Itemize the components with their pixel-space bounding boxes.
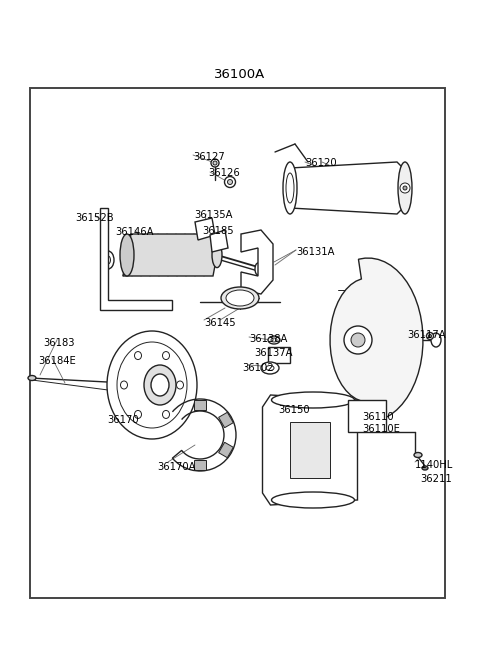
- Ellipse shape: [266, 365, 274, 371]
- Ellipse shape: [422, 466, 428, 470]
- Polygon shape: [263, 395, 358, 505]
- Ellipse shape: [398, 162, 412, 214]
- Ellipse shape: [272, 492, 355, 508]
- Text: 36145: 36145: [204, 318, 236, 328]
- Text: 36117A: 36117A: [407, 330, 445, 340]
- Ellipse shape: [427, 333, 433, 339]
- Polygon shape: [290, 422, 330, 478]
- Ellipse shape: [226, 290, 254, 306]
- Ellipse shape: [351, 333, 365, 347]
- Bar: [268, 347, 290, 363]
- Text: 36211: 36211: [420, 474, 452, 484]
- Ellipse shape: [107, 331, 197, 439]
- Text: 36183: 36183: [43, 338, 74, 348]
- Ellipse shape: [255, 263, 261, 275]
- Ellipse shape: [431, 333, 441, 347]
- Ellipse shape: [286, 173, 294, 203]
- Polygon shape: [194, 460, 206, 470]
- Ellipse shape: [268, 336, 280, 344]
- Bar: [348, 400, 386, 432]
- Polygon shape: [195, 218, 215, 240]
- Ellipse shape: [212, 242, 222, 268]
- Ellipse shape: [163, 411, 169, 419]
- Ellipse shape: [344, 326, 372, 354]
- Ellipse shape: [429, 335, 432, 337]
- Ellipse shape: [221, 287, 259, 309]
- Ellipse shape: [134, 411, 142, 419]
- Polygon shape: [194, 400, 206, 410]
- Text: 36170A: 36170A: [157, 462, 195, 472]
- Text: 36152B: 36152B: [75, 213, 114, 223]
- Ellipse shape: [283, 162, 297, 214]
- Text: 1140HL: 1140HL: [415, 460, 453, 470]
- Ellipse shape: [213, 161, 217, 165]
- Bar: [30, 88, 445, 598]
- Ellipse shape: [117, 342, 187, 428]
- Text: 36170: 36170: [107, 415, 139, 425]
- Text: 36110: 36110: [362, 412, 394, 422]
- Ellipse shape: [403, 186, 407, 190]
- Ellipse shape: [225, 176, 236, 187]
- Text: 36102: 36102: [242, 363, 274, 373]
- Text: 36135A: 36135A: [194, 210, 232, 220]
- Ellipse shape: [102, 251, 114, 269]
- Text: 36100A: 36100A: [215, 68, 265, 81]
- Polygon shape: [210, 230, 228, 252]
- Ellipse shape: [177, 381, 183, 389]
- Ellipse shape: [151, 374, 169, 396]
- Ellipse shape: [120, 234, 134, 276]
- Polygon shape: [219, 442, 233, 458]
- Polygon shape: [290, 162, 405, 214]
- Ellipse shape: [414, 453, 422, 457]
- Polygon shape: [330, 258, 423, 422]
- Text: 36110E: 36110E: [362, 424, 400, 434]
- Text: 36185: 36185: [202, 226, 234, 236]
- Ellipse shape: [211, 159, 219, 167]
- Text: 36137A: 36137A: [254, 348, 292, 358]
- Text: 36184E: 36184E: [38, 356, 76, 366]
- Text: 36150: 36150: [278, 405, 310, 415]
- Ellipse shape: [144, 365, 176, 405]
- Ellipse shape: [120, 381, 128, 389]
- Ellipse shape: [28, 375, 36, 381]
- Text: 36126: 36126: [208, 168, 240, 178]
- Ellipse shape: [134, 352, 142, 360]
- Polygon shape: [241, 230, 273, 294]
- Text: 36138A: 36138A: [249, 334, 288, 344]
- Ellipse shape: [400, 183, 410, 193]
- Ellipse shape: [271, 338, 277, 342]
- Text: 36120: 36120: [305, 158, 336, 168]
- Text: 36146A: 36146A: [115, 227, 154, 237]
- Text: 36131A: 36131A: [296, 247, 335, 257]
- Polygon shape: [100, 208, 172, 310]
- Polygon shape: [219, 412, 233, 428]
- Polygon shape: [123, 234, 221, 276]
- Ellipse shape: [228, 179, 232, 185]
- Ellipse shape: [106, 256, 110, 264]
- Ellipse shape: [261, 362, 279, 374]
- Ellipse shape: [272, 392, 355, 408]
- Ellipse shape: [163, 352, 169, 360]
- Text: 36127: 36127: [193, 152, 225, 162]
